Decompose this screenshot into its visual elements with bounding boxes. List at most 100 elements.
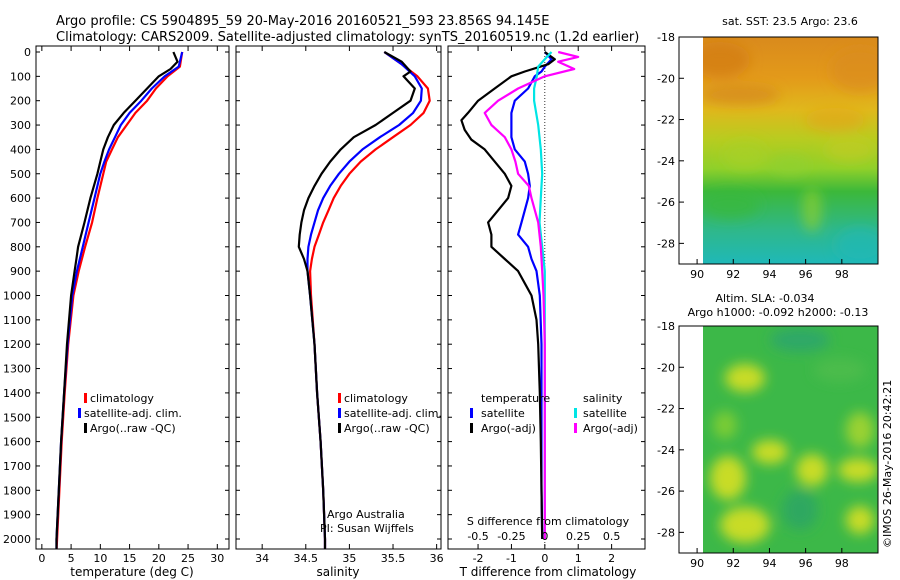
y-tick-label: 900	[10, 265, 31, 278]
legend-swatch-argo	[84, 423, 87, 433]
y-tick-label: 1700	[3, 460, 31, 473]
header-line-2: Climatology: CARS2009. Satellite-adjuste…	[56, 30, 639, 45]
x-tick-label: 35.5	[381, 552, 406, 565]
y-tick-label: 300	[10, 119, 31, 132]
difference-legend: temperature salinity satellite Argo(-adj…	[470, 392, 638, 435]
map-x-tick-label: 92	[726, 557, 740, 570]
map-x-tick-label: 94	[762, 268, 776, 281]
map-x-tick-label: 90	[690, 557, 704, 570]
map-y-tick-label: -22	[657, 403, 675, 416]
map-x-tick-label: 94	[762, 557, 776, 570]
s-tick-label: 0.25	[566, 530, 591, 543]
y-tick-label: 1800	[3, 484, 31, 497]
map-x-tick-label: 96	[799, 268, 813, 281]
s-tick-label: -0.5	[467, 530, 488, 543]
x-tick-label: 2	[608, 552, 615, 565]
salinity-legend: climatology satellite-adj. clim. Argo(..…	[338, 392, 442, 435]
y-tick-label: 600	[10, 192, 31, 205]
sst-map-frame	[678, 36, 879, 265]
difference-xlabel: T difference from climatology	[459, 565, 637, 579]
x-tick-label: 20	[152, 552, 166, 565]
y-tick-label: 100	[10, 70, 31, 83]
legend-title-temperature: temperature	[481, 392, 550, 405]
temperature-panel: 0100200300400500600700800900100011001200…	[3, 45, 230, 579]
series-line-s_argo	[483, 50, 580, 539]
temperature-plot-frame	[35, 45, 230, 550]
s-tick-label: 0.5	[603, 530, 621, 543]
series-line-argo	[297, 51, 416, 549]
map-y-tick-label: -28	[657, 237, 675, 250]
map-x-tick-label: 92	[726, 268, 740, 281]
legend-label-s-satellite: satellite	[583, 407, 627, 420]
legend-label-climatology: climatology	[344, 392, 408, 405]
map-y-tick-label: -20	[657, 72, 675, 85]
map-y-tick-label: -26	[657, 196, 675, 209]
series-line-t_argo	[460, 51, 556, 540]
y-tick-label: 1500	[3, 411, 31, 424]
temperature-legend: climatology satellite-adj. clim. Argo(..…	[78, 392, 182, 435]
x-tick-label: 25	[181, 552, 195, 565]
map-x-tick-label: 98	[835, 268, 849, 281]
legend-title-salinity: salinity	[583, 392, 623, 405]
s-tick-label: 0	[541, 530, 548, 543]
x-tick-label: 30	[210, 552, 224, 565]
sst-texture	[703, 42, 878, 263]
y-tick-label: 1600	[3, 436, 31, 449]
x-tick-label: 34	[255, 552, 269, 565]
y-tick-label: 500	[10, 168, 31, 181]
y-tick-label: 1200	[3, 338, 31, 351]
sst-map-panel: sat. SST: 23.5 Argo: 23.6 90 92 94 96 98 -18…	[657, 15, 879, 281]
series-line-argo	[55, 51, 179, 549]
temperature-xlabel: temperature (deg C)	[70, 565, 193, 579]
x-tick-label: 34.5	[294, 552, 319, 565]
sla-map-title-line-2: Argo h1000: -0.092 h2000: -0.13	[688, 306, 869, 319]
float-annotation-line-1: Argo Australia	[327, 508, 405, 521]
difference-panel: -2 -1 0 1 2 -0.5 -0.25 0 0.25 0.5 S difference f…	[447, 45, 646, 579]
header-line-1: Argo profile: CS 5904895_59 20-May-2016 …	[56, 14, 549, 29]
legend-swatch-satellite	[78, 408, 81, 418]
difference-plot-frame	[447, 45, 646, 550]
salinity-panel: 34 34.5 35 35.5 36 salinity climatology sate…	[235, 45, 444, 579]
x-tick-label: 15	[123, 552, 137, 565]
y-tick-label: 800	[10, 241, 31, 254]
legend-label-climatology: climatology	[90, 392, 154, 405]
y-tick-label: 700	[10, 216, 31, 229]
difference-xlabel-top: S difference from climatology	[467, 515, 630, 528]
y-tick-label: 400	[10, 143, 31, 156]
legend-label-argo: Argo(..raw -QC)	[90, 422, 176, 435]
x-tick-label: 0	[541, 552, 548, 565]
legend-swatch-s-argo	[574, 423, 577, 433]
y-tick-label: 1000	[3, 290, 31, 303]
legend-swatch-t-satellite	[470, 408, 473, 418]
map-y-tick-label: -18	[657, 31, 675, 44]
y-tick-label: 1300	[3, 363, 31, 376]
legend-label-satellite: satellite-adj. clim.	[84, 407, 182, 420]
salinity-xlabel: salinity	[316, 565, 359, 579]
float-annotation-line-2: PI: Susan Wijffels	[320, 522, 414, 535]
map-x-tick-label: 98	[835, 557, 849, 570]
y-tick-label: 0	[24, 46, 31, 59]
legend-label-s-argo: Argo(-adj)	[583, 422, 638, 435]
s-tick-label: -0.25	[497, 530, 525, 543]
x-tick-label: 35	[342, 552, 356, 565]
sst-map-title: sat. SST: 23.5 Argo: 23.6	[722, 15, 858, 28]
x-tick-label: -1	[506, 552, 517, 565]
sla-texture	[710, 328, 878, 543]
y-tick-label: 1400	[3, 387, 31, 400]
legend-label-satellite: satellite-adj. clim.	[344, 407, 442, 420]
x-tick-label: 0	[38, 552, 45, 565]
y-tick-label: 1900	[3, 509, 31, 522]
x-tick-label: 5	[68, 552, 75, 565]
x-tick-label: 10	[93, 552, 107, 565]
salinity-plot-frame	[235, 45, 442, 550]
legend-swatch-satellite	[338, 408, 341, 418]
map-y-tick-label: -24	[657, 155, 675, 168]
y-tick-label: 1100	[3, 314, 31, 327]
sla-map-frame	[678, 325, 879, 554]
map-x-tick-label: 96	[799, 557, 813, 570]
sla-map-panel: Altim. SLA: -0.034 Argo h1000: -0.092 h2…	[657, 292, 879, 570]
y-tick-label: 200	[10, 95, 31, 108]
legend-swatch-s-satellite	[574, 408, 577, 418]
legend-label-argo: Argo(..raw -QC)	[344, 422, 430, 435]
